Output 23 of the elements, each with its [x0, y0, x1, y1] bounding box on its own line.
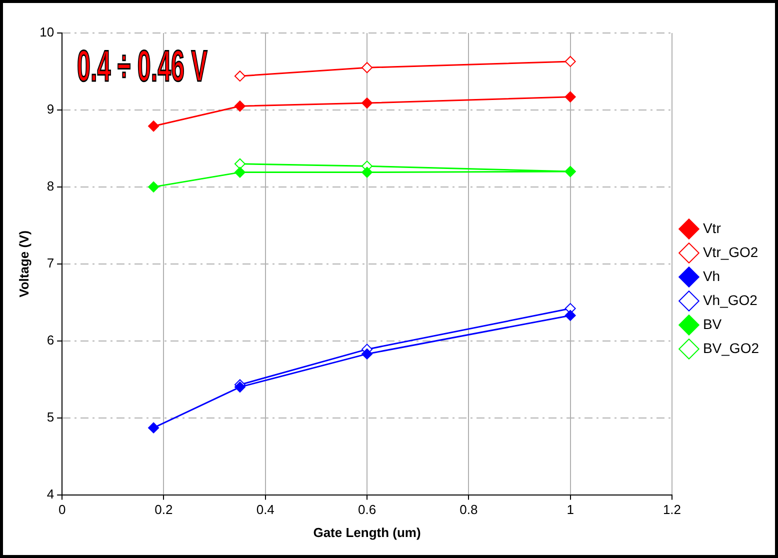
x-tick-label: 0.2: [154, 502, 173, 518]
y-tick-label: 4: [46, 486, 54, 502]
y-axis-title: Voltage (V): [16, 230, 32, 298]
y-tick-label: 8: [46, 178, 54, 194]
annotation: 0.4 ÷ 0.46 V: [77, 41, 208, 92]
legend-label: BV: [702, 316, 722, 332]
legend-label: Vh: [702, 268, 720, 284]
y-tick-label: 6: [46, 332, 54, 348]
legend-label: Vh_GO2: [702, 292, 758, 308]
x-tick-label: 0.6: [358, 502, 376, 518]
x-tick-label: 0: [58, 502, 66, 518]
legend-label: Vtr: [702, 220, 722, 236]
x-tick-label: 1.2: [662, 502, 682, 518]
x-tick-label: 0.8: [460, 502, 478, 518]
y-tick-label: 7: [46, 255, 54, 270]
legend-label: Vtr_GO2: [702, 244, 758, 260]
y-tick-label: 9: [46, 102, 54, 117]
x-tick-label: 0.4: [256, 502, 274, 518]
y-tick-label: 5: [46, 409, 54, 424]
legend-label: BV_GO2: [702, 340, 760, 356]
y-tick-label: 10: [40, 24, 54, 40]
x-tick-label: 1: [566, 502, 574, 518]
x-axis-title: Gate Length (um): [313, 524, 421, 540]
